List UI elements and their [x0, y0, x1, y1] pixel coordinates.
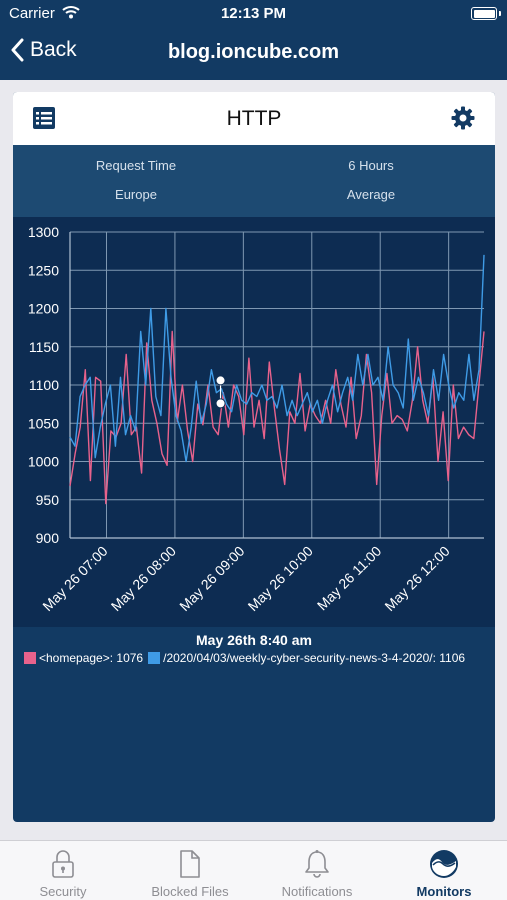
tab-blocked-files[interactable]: Blocked Files [127, 841, 253, 900]
tab-bar: Security Blocked Files Notifications [0, 840, 507, 900]
metric-selector[interactable]: Request Time [95, 158, 177, 173]
tab-label: Blocked Files [151, 884, 229, 899]
status-bar: Carrier 12:13 PM [0, 0, 507, 28]
clock: 12:13 PM [220, 5, 287, 22]
legend-row: <homepage>: 1076 /2020/04/03/weekly-cybe… [13, 651, 495, 665]
navigation-bar: Back blog.ioncube.com [0, 28, 507, 80]
x-tick-label: May 26 09:00 [176, 543, 247, 614]
monitor-wave-icon [381, 849, 507, 879]
legend-swatch-article [148, 652, 161, 664]
response-time-chart[interactable]: 900 950 1000 1050 1100 1150 1200 1250 1300 May 26… [13, 217, 495, 627]
lock-icon [0, 849, 126, 879]
tab-label: Monitors [416, 884, 472, 899]
legend-series-name: /2020/04/03/weekly-cyber-security-news-3… [163, 651, 433, 665]
page-title: blog.ioncube.com [167, 41, 340, 63]
series-line-homepage [69, 330, 485, 505]
card-header: HTTP [13, 92, 495, 145]
chart-svg[interactable]: 900 950 1000 1050 1100 1150 1200 1250 1300 May 26… [13, 217, 495, 627]
y-tick-label: 1000 [28, 454, 59, 470]
y-tick-label: 1200 [28, 301, 59, 317]
monitor-parameters: Request Time 6 Hours Europe Average [13, 145, 495, 217]
legend-swatch-homepage [24, 652, 36, 664]
time-range-selector[interactable]: 6 Hours [348, 158, 394, 173]
legend-title: May 26th 8:40 am [196, 632, 312, 648]
battery-icon [471, 7, 501, 20]
tab-label: Security [39, 884, 87, 899]
legend-series-value: 1076 [116, 651, 144, 665]
y-tick-label: 1250 [28, 262, 59, 278]
aggregation-selector[interactable]: Average [346, 187, 396, 202]
back-label: Back [30, 38, 77, 61]
y-tick-label: 1150 [29, 339, 59, 355]
x-tick-label: May 26 07:00 [39, 543, 110, 614]
bell-icon [254, 849, 380, 879]
series-line-article [69, 254, 485, 463]
legend-series-name: <homepage> [39, 651, 110, 665]
back-button[interactable]: Back [10, 38, 77, 62]
carrier-label: Carrier [9, 5, 55, 22]
gear-icon[interactable] [451, 106, 475, 135]
document-icon [127, 849, 253, 879]
y-tick-label: 1100 [29, 377, 59, 393]
card-title: HTTP [226, 107, 282, 130]
y-tick-label: 1300 [28, 224, 59, 240]
crosshair-point-article [215, 375, 226, 386]
legend-series-value: 1106 [439, 651, 466, 665]
chart-legend: May 26th 8:40 am <homepage>: 1076 /2020/… [13, 632, 495, 665]
tab-security[interactable]: Security [0, 841, 126, 900]
x-tick-label: May 26 12:00 [381, 543, 452, 614]
list-icon[interactable] [33, 107, 55, 134]
y-tick-label: 1050 [28, 415, 59, 431]
region-selector[interactable]: Europe [115, 187, 157, 202]
tab-label: Notifications [281, 884, 353, 899]
monitor-card: HTTP Request Time 6 Hours Europ [13, 92, 495, 822]
y-tick-label: 900 [36, 530, 60, 546]
tab-notifications[interactable]: Notifications [254, 841, 380, 900]
x-tick-label: May 26 11:00 [314, 543, 385, 614]
crosshair-point-homepage [215, 398, 226, 409]
tab-monitors[interactable]: Monitors [381, 841, 507, 900]
chevron-left-icon [11, 38, 24, 62]
y-tick-label: 950 [36, 492, 60, 508]
x-tick-label: May 26 10:00 [245, 543, 316, 614]
wifi-icon [62, 5, 80, 23]
x-tick-label: May 26 08:00 [108, 543, 179, 614]
